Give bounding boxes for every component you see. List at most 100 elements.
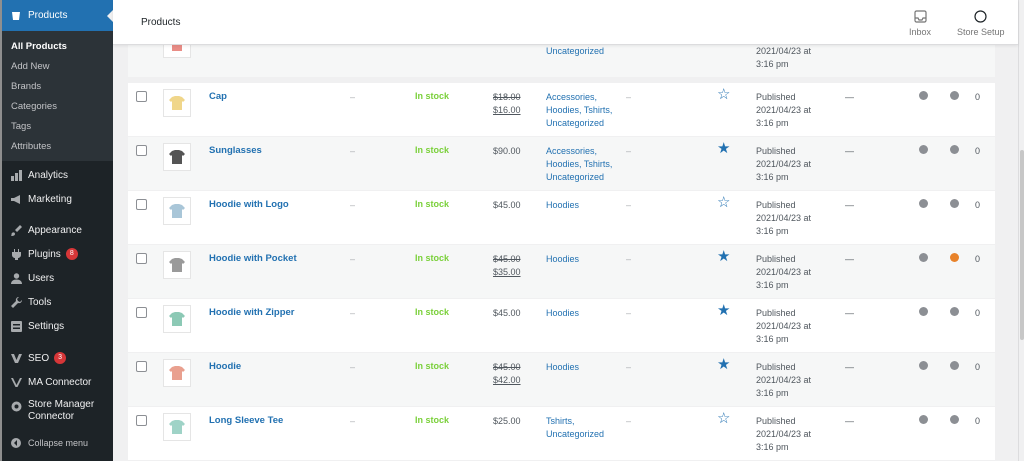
category-link[interactable]: Hoodies <box>546 308 580 318</box>
row-checkbox[interactable] <box>136 145 147 156</box>
star-outline-icon[interactable]: ☆ <box>717 86 731 103</box>
sale-price: $35.00 <box>493 267 521 277</box>
status-dot-icon <box>950 253 959 262</box>
hoodie-thumbnail[interactable] <box>163 359 191 387</box>
date-cell: Published 2021/04/23 at 3:16 pm <box>756 307 811 346</box>
publish-time: 3:16 pm <box>756 226 789 236</box>
star-filled-icon[interactable]: ★ <box>717 302 731 319</box>
sidebar-item-label: Analytics <box>28 169 69 181</box>
category-link[interactable]: Accessories, <box>546 146 598 156</box>
product-name-link[interactable]: Hoodie <box>209 361 242 372</box>
table-row[interactable]: Long Sleeve Tee – In stock $25.00 Tshirt… <box>128 407 995 461</box>
category-link[interactable]: Hoodies <box>546 200 580 210</box>
cap-thumbnail[interactable] <box>163 89 191 117</box>
plugins-update-badge: 8 <box>65 248 78 260</box>
table-row[interactable]: Hoodie – In stock $45.00 $42.00 Hoodies –… <box>128 353 995 407</box>
category-link[interactable]: Uncategorized <box>546 172 605 182</box>
date-cell: Published 2021/04/23 at 3:16 pm <box>756 415 811 454</box>
megaphone-icon <box>10 193 22 205</box>
row-checkbox[interactable] <box>136 361 147 372</box>
category-link[interactable]: Hoodies, Tshirts, <box>546 159 613 169</box>
star-outline-icon[interactable]: ☆ <box>717 410 731 427</box>
category-link[interactable]: Uncategorized <box>546 46 605 56</box>
row-checkbox[interactable] <box>136 253 147 264</box>
publish-status: Published <box>756 146 796 156</box>
sidebar-item-store-manager-connector[interactable]: Store Manager Connector <box>2 399 112 423</box>
category-link[interactable]: Hoodies, Tshirts, <box>546 105 613 115</box>
table-row[interactable]: Hoodie with Logo – In stock $45.00 Hoodi… <box>128 191 995 245</box>
long-sleeve-tee-thumbnail[interactable] <box>163 413 191 441</box>
stock-status: In stock <box>415 415 450 425</box>
product-name-link[interactable]: Hoodie with Zipper <box>209 307 295 318</box>
product-name-link[interactable]: Long Sleeve Tee <box>209 415 284 426</box>
table-row[interactable]: Hoodie with Zipper – In stock $45.00 Hoo… <box>128 299 995 353</box>
row-checkbox[interactable] <box>136 307 147 318</box>
publish-date: 2021/04/23 at <box>756 321 812 331</box>
inbox-button[interactable]: Inbox <box>909 10 931 37</box>
category-link[interactable]: Hoodies <box>546 362 580 372</box>
submenu-tags[interactable]: Tags <box>11 121 32 132</box>
submenu-attributes[interactable]: Attributes <box>11 141 52 152</box>
product-name-link[interactable]: Cap <box>209 91 227 102</box>
sidebar-item-settings[interactable]: Settings <box>2 318 64 334</box>
status-dot-icon <box>919 91 928 100</box>
stock-status: In stock <box>415 91 450 101</box>
star-filled-icon[interactable]: ★ <box>717 248 731 265</box>
sidebar-item-marketing[interactable]: Marketing <box>2 191 72 207</box>
scrollbar-thumb[interactable] <box>1020 150 1024 340</box>
sidebar-item-analytics[interactable]: Analytics <box>2 167 68 183</box>
product-name-link[interactable]: Hoodie with Pocket <box>209 253 297 264</box>
collapse-menu-button[interactable]: Collapse menu <box>2 436 88 450</box>
publish-date: 2021/04/23 at <box>756 267 812 277</box>
count-value: 0 <box>975 92 981 102</box>
publish-date: 2021/04/23 at <box>756 105 812 115</box>
sunglasses-thumbnail[interactable] <box>163 143 191 171</box>
tags-value: – <box>626 254 632 264</box>
hoodie-pocket-thumbnail[interactable] <box>163 251 191 279</box>
product-name-link[interactable]: Sunglasses <box>209 145 262 156</box>
store-setup-button[interactable]: Store Setup <box>957 10 1005 37</box>
table-row[interactable]: Hoodie with Pocket – In stock $45.00 $35.… <box>128 245 995 299</box>
submenu-categories[interactable]: Categories <box>11 101 57 112</box>
sidebar-item-appearance[interactable]: Appearance <box>2 222 82 238</box>
row-checkbox[interactable] <box>136 199 147 210</box>
count-value: 0 <box>975 308 981 318</box>
category-link[interactable]: Hoodies <box>546 254 580 264</box>
status-dot-icon <box>950 361 959 370</box>
sidebar-item-label: SEO <box>28 352 50 364</box>
tags-value: – <box>626 200 632 210</box>
submenu-all-products[interactable]: All Products <box>11 41 67 52</box>
category-link[interactable]: Uncategorized <box>546 118 605 128</box>
sidebar-item-users[interactable]: Users <box>2 270 54 286</box>
submenu-brands[interactable]: Brands <box>11 81 42 92</box>
price-cell: $18.00 $16.00 <box>493 91 521 117</box>
row-checkbox[interactable] <box>136 415 147 426</box>
row-checkbox[interactable] <box>136 91 147 102</box>
publish-status: Published <box>756 416 796 426</box>
table-row[interactable]: Cap – In stock $18.00 $16.00 Accessories,… <box>128 83 995 137</box>
star-filled-icon[interactable]: ★ <box>717 356 731 373</box>
sidebar-item-products[interactable]: Products <box>2 0 113 31</box>
sidebar-item-seo[interactable]: SEO 3 <box>2 350 67 366</box>
table-row[interactable]: Sunglasses – In stock $90.00 Accessories… <box>128 137 995 191</box>
hoodie-zipper-thumbnail[interactable] <box>163 305 191 333</box>
sku-value: – <box>350 416 356 426</box>
page-scrollbar[interactable] <box>1018 0 1024 461</box>
category-link[interactable]: Uncategorized <box>546 429 605 439</box>
sidebar-item-tools[interactable]: Tools <box>2 294 51 310</box>
count-value: 0 <box>975 416 981 426</box>
tags-value: – <box>626 362 632 372</box>
price-cell: $90.00 <box>493 145 521 158</box>
hoodie-logo-thumbnail[interactable] <box>163 197 191 225</box>
sidebar-item-ma-connector[interactable]: MA Connector <box>2 374 91 390</box>
sku-value: – <box>350 362 356 372</box>
product-name-link[interactable]: Hoodie with Logo <box>209 199 289 210</box>
price-cell: $45.00 $42.00 <box>493 361 521 387</box>
star-outline-icon[interactable]: ☆ <box>717 194 731 211</box>
sidebar-item-plugins[interactable]: Plugins 8 <box>2 246 78 262</box>
submenu-add-new[interactable]: Add New <box>11 61 50 72</box>
category-link[interactable]: Accessories, <box>546 92 598 102</box>
settings-icon <box>10 320 22 332</box>
star-filled-icon[interactable]: ★ <box>717 140 731 157</box>
category-link[interactable]: Tshirts, <box>546 416 575 426</box>
